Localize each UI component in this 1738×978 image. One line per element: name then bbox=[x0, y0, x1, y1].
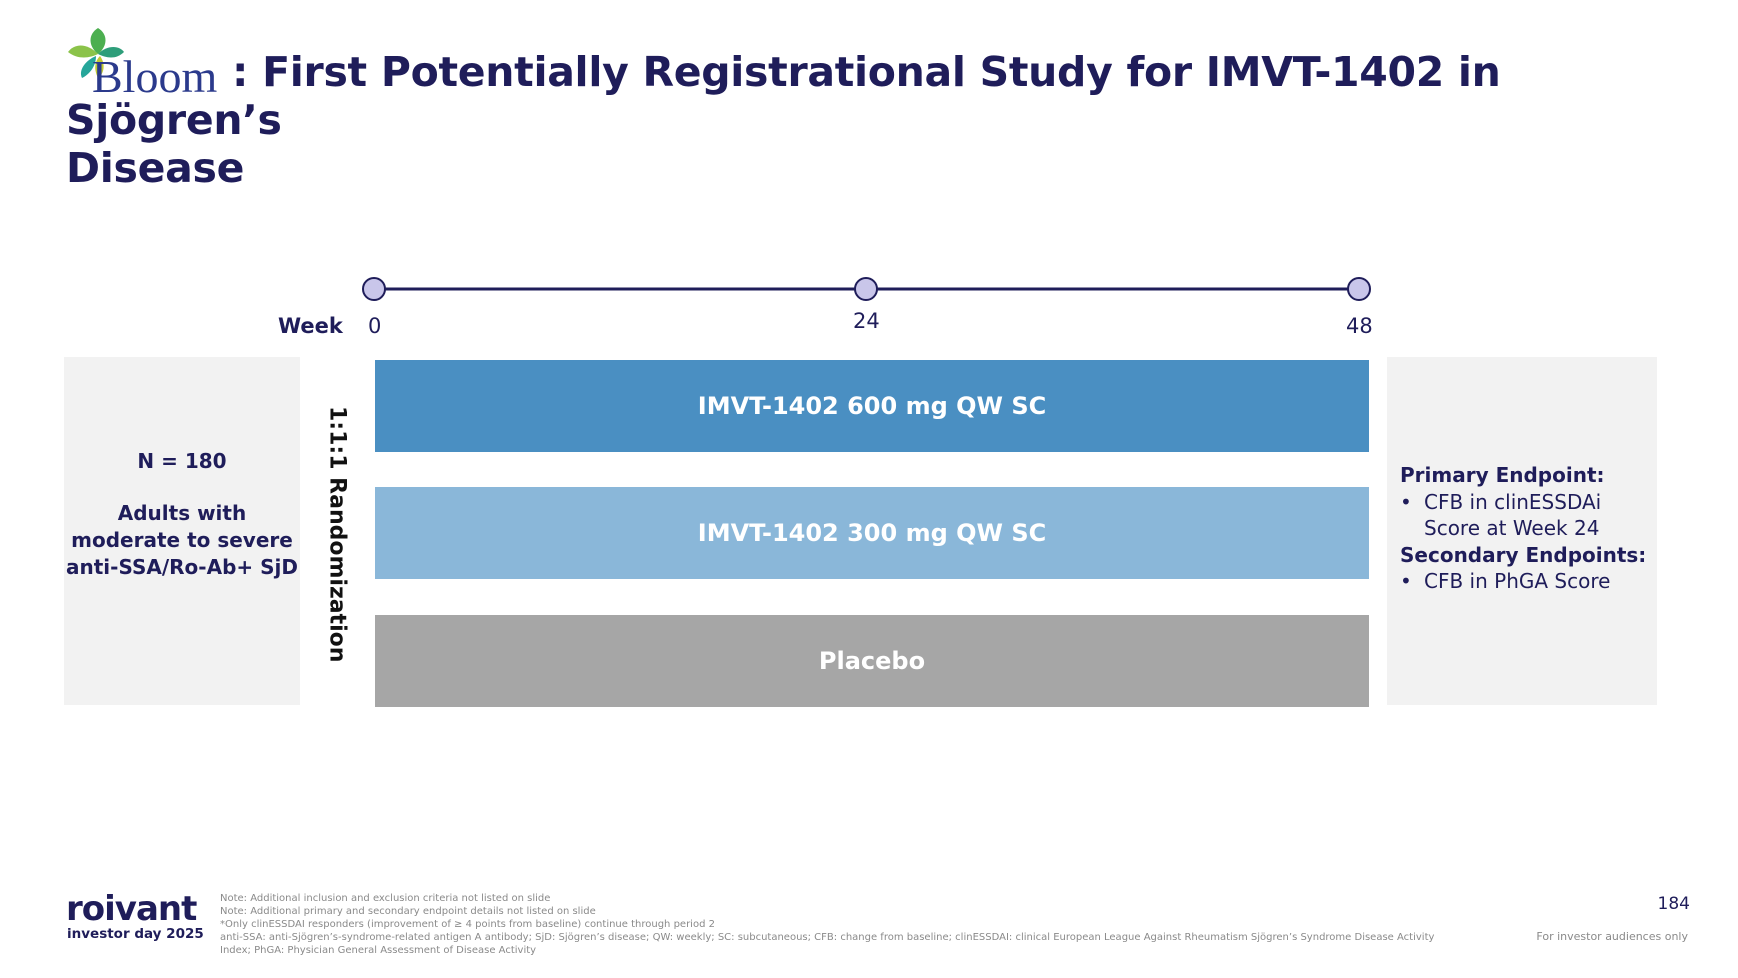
page-number: 184 bbox=[1657, 894, 1690, 914]
endpoints-text: Primary Endpoint: • CFB in clinESSDAi Sco… bbox=[1400, 462, 1655, 595]
footnote: *Only clinESSDAI responders (improvement… bbox=[220, 919, 715, 930]
tick-label-0: 0 bbox=[368, 314, 382, 338]
leaf-icon bbox=[68, 28, 124, 78]
population-panel bbox=[64, 357, 300, 705]
timeline-node-week-0 bbox=[362, 277, 386, 301]
logo-wordmark: Bloom bbox=[92, 51, 217, 100]
investor-day-label: investor day 2025 bbox=[67, 926, 204, 942]
tick-label-24: 24 bbox=[853, 309, 880, 333]
arm-label: IMVT-1402 300 mg QW SC bbox=[697, 519, 1047, 547]
secondary-endpoint-item: • CFB in PhGA Score bbox=[1400, 569, 1611, 593]
footnote: Note: Additional primary and secondary e… bbox=[220, 906, 596, 917]
bloom-logo: Bloom bbox=[68, 28, 217, 100]
footnotes: Note: Additional inclusion and exclusion… bbox=[220, 892, 1450, 957]
primary-endpoint-heading: Primary Endpoint: bbox=[1400, 463, 1605, 487]
arm-placebo: Placebo bbox=[375, 615, 1369, 707]
timeline-node-week-48 bbox=[1347, 277, 1371, 301]
week-label: Week bbox=[278, 314, 343, 338]
title-line-1: : First Potentially Registrational Study… bbox=[66, 48, 1501, 144]
endpoints-panel bbox=[1387, 357, 1657, 705]
population-description: Adults with moderate to severe anti-SSA/… bbox=[66, 501, 298, 579]
roivant-logo: roivant bbox=[66, 889, 197, 929]
footnote: anti-SSA: anti-Sjögren’s-syndrome-relate… bbox=[220, 932, 1435, 943]
page-title: : First Potentially Registrational Study… bbox=[66, 48, 1686, 192]
timeline-node-week-24 bbox=[854, 277, 878, 301]
audience-note: For investor audiences only bbox=[1536, 930, 1688, 943]
arm-label: IMVT-1402 600 mg QW SC bbox=[697, 392, 1047, 420]
arm-600mg: IMVT-1402 600 mg QW SC bbox=[375, 360, 1369, 452]
arm-label: Placebo bbox=[818, 647, 926, 675]
title-line-2: Disease bbox=[66, 144, 245, 192]
tick-label-48: 48 bbox=[1346, 314, 1373, 338]
secondary-endpoint-heading: Secondary Endpoints: bbox=[1400, 542, 1647, 567]
randomization-label: 1:1:1 Randomization bbox=[324, 405, 350, 663]
arm-300mg: IMVT-1402 300 mg QW SC bbox=[375, 487, 1369, 579]
timeline bbox=[362, 277, 1371, 301]
footnote: Note: Additional inclusion and exclusion… bbox=[220, 893, 551, 904]
primary-endpoint-item: • CFB in clinESSDAi Score at Week 24 bbox=[1400, 489, 1602, 541]
population-text: N = 180 Adults with moderate to severe a… bbox=[64, 448, 300, 581]
sample-size: N = 180 bbox=[137, 449, 227, 473]
footnote: Index; PhGA: Physician General Assessmen… bbox=[220, 945, 537, 956]
